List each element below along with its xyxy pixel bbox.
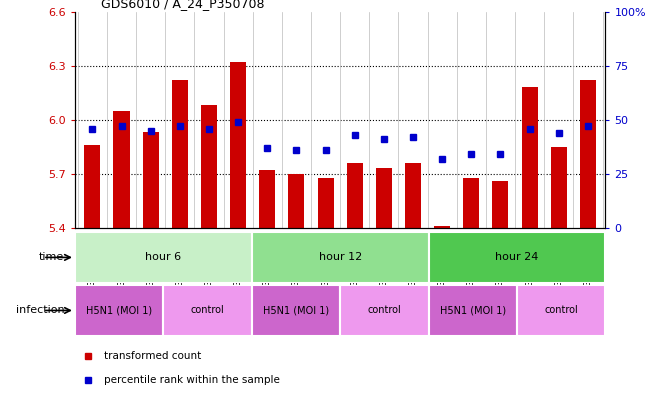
Text: infection: infection [16,305,64,316]
Bar [428,285,517,336]
Bar [75,285,163,336]
Bar [464,178,479,228]
Text: control: control [544,305,578,316]
Bar [376,169,392,228]
Bar [259,170,275,228]
Bar [288,174,305,228]
Bar [201,105,217,228]
Bar [85,145,100,228]
Text: GDS6010 / A_24_P350708: GDS6010 / A_24_P350708 [101,0,264,10]
Text: hour 12: hour 12 [318,252,362,263]
Bar [551,147,567,228]
Text: H5N1 (MOI 1): H5N1 (MOI 1) [439,305,506,316]
Bar [340,285,428,336]
Text: time: time [39,252,64,263]
Bar [252,232,428,283]
Bar [172,80,188,228]
Bar [492,181,508,228]
Text: hour 24: hour 24 [495,252,538,263]
Text: transformed count: transformed count [104,351,201,361]
Text: H5N1 (MOI 1): H5N1 (MOI 1) [86,305,152,316]
Bar [405,163,421,228]
Text: control: control [367,305,401,316]
Bar [230,62,246,228]
Bar [252,285,340,336]
Bar [163,285,252,336]
Bar [580,80,596,228]
Bar [113,111,130,228]
Bar [75,232,252,283]
Bar [521,87,538,228]
Bar [428,232,605,283]
Text: H5N1 (MOI 1): H5N1 (MOI 1) [263,305,329,316]
Bar [143,132,159,228]
Text: percentile rank within the sample: percentile rank within the sample [104,375,280,385]
Bar [434,226,450,228]
Bar [318,178,333,228]
Text: hour 6: hour 6 [145,252,182,263]
Bar [517,285,605,336]
Text: control: control [191,305,225,316]
Bar [347,163,363,228]
